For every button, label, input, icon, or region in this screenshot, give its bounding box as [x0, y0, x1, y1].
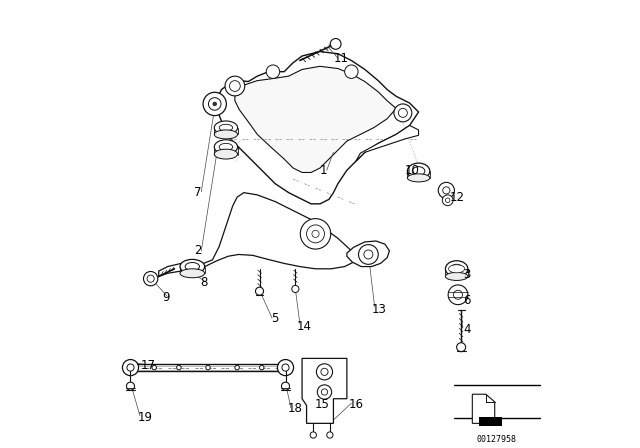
Ellipse shape	[214, 130, 237, 139]
Circle shape	[122, 359, 139, 375]
Text: 1: 1	[320, 164, 328, 177]
Circle shape	[292, 285, 299, 293]
Polygon shape	[479, 417, 502, 426]
Ellipse shape	[180, 259, 205, 274]
Circle shape	[445, 198, 450, 202]
Circle shape	[147, 275, 154, 282]
Text: 11: 11	[333, 52, 348, 65]
Text: 9: 9	[163, 291, 170, 305]
Ellipse shape	[185, 263, 200, 271]
Circle shape	[143, 271, 158, 286]
Text: 8: 8	[200, 276, 207, 289]
Ellipse shape	[412, 167, 425, 176]
Circle shape	[300, 219, 331, 249]
Circle shape	[230, 81, 240, 91]
Text: 19: 19	[137, 411, 152, 424]
Polygon shape	[347, 241, 389, 267]
Ellipse shape	[451, 264, 463, 273]
Text: 18: 18	[288, 402, 303, 415]
Circle shape	[448, 285, 468, 305]
Circle shape	[442, 195, 453, 206]
Polygon shape	[159, 193, 356, 276]
Circle shape	[344, 65, 358, 78]
Text: 5: 5	[271, 312, 278, 326]
Ellipse shape	[445, 272, 468, 280]
Text: 17: 17	[141, 358, 156, 372]
Text: 12: 12	[450, 190, 465, 204]
Text: 14: 14	[297, 319, 312, 333]
Ellipse shape	[445, 261, 468, 277]
Circle shape	[310, 432, 316, 438]
Circle shape	[317, 385, 332, 399]
Circle shape	[255, 287, 264, 295]
Circle shape	[394, 104, 412, 122]
Circle shape	[321, 368, 328, 375]
Circle shape	[307, 225, 324, 243]
Circle shape	[443, 187, 450, 194]
Circle shape	[177, 366, 181, 370]
Text: 10: 10	[405, 164, 420, 177]
Circle shape	[321, 389, 328, 395]
Circle shape	[127, 364, 134, 371]
Circle shape	[364, 250, 373, 259]
Text: 13: 13	[371, 302, 387, 316]
Ellipse shape	[219, 125, 233, 131]
Circle shape	[235, 366, 239, 370]
Circle shape	[206, 366, 210, 370]
Circle shape	[456, 343, 466, 352]
Circle shape	[282, 364, 289, 371]
Text: 2: 2	[194, 244, 201, 258]
Polygon shape	[217, 52, 419, 204]
Circle shape	[358, 245, 378, 264]
Polygon shape	[302, 358, 347, 423]
Text: 16: 16	[348, 397, 364, 411]
Text: 15: 15	[315, 397, 330, 411]
Text: 4: 4	[463, 323, 471, 336]
Circle shape	[152, 366, 157, 370]
Circle shape	[213, 102, 216, 106]
Ellipse shape	[408, 163, 430, 179]
Text: 00127958: 00127958	[477, 435, 517, 444]
Circle shape	[203, 92, 227, 116]
Ellipse shape	[214, 121, 237, 134]
Circle shape	[260, 366, 264, 370]
Circle shape	[225, 76, 244, 96]
Circle shape	[312, 230, 319, 237]
Circle shape	[282, 382, 289, 390]
Circle shape	[438, 182, 454, 198]
Ellipse shape	[219, 143, 233, 151]
Ellipse shape	[214, 149, 237, 159]
Ellipse shape	[449, 265, 465, 273]
Circle shape	[316, 364, 333, 380]
Ellipse shape	[180, 269, 205, 278]
Ellipse shape	[214, 140, 237, 154]
Circle shape	[454, 290, 463, 299]
Text: 7: 7	[194, 186, 201, 199]
Circle shape	[278, 359, 294, 375]
Circle shape	[398, 108, 408, 117]
Text: 6: 6	[463, 293, 471, 307]
Polygon shape	[356, 125, 419, 161]
Text: 3: 3	[463, 267, 471, 281]
Polygon shape	[235, 66, 396, 172]
Polygon shape	[125, 364, 291, 371]
Circle shape	[326, 432, 333, 438]
Ellipse shape	[452, 267, 461, 271]
Polygon shape	[472, 394, 495, 423]
Ellipse shape	[408, 174, 430, 182]
Circle shape	[127, 382, 134, 390]
Circle shape	[330, 39, 341, 49]
Circle shape	[209, 98, 221, 110]
Circle shape	[266, 65, 280, 78]
